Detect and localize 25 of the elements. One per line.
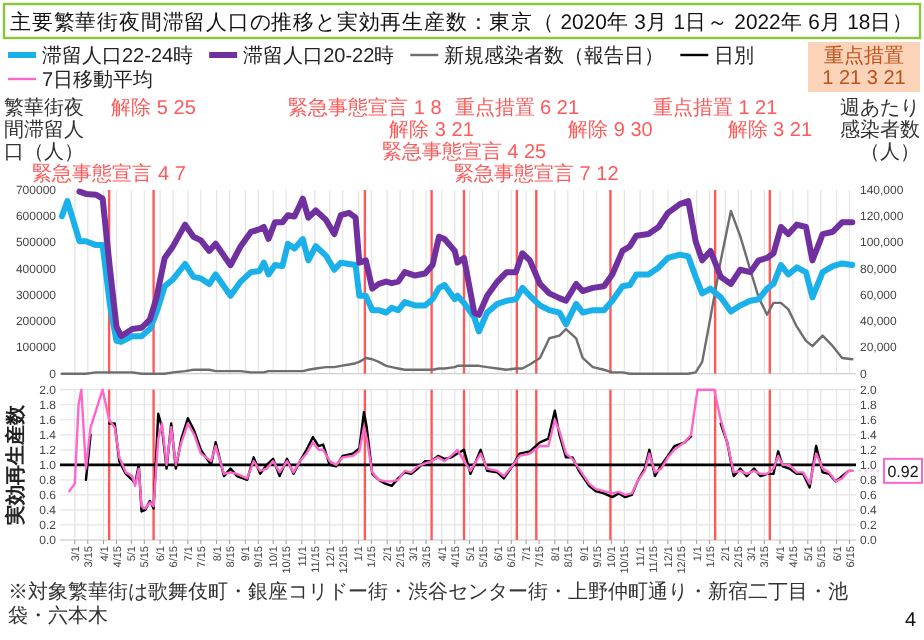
legend-label: 滞留人口22-24時 [42, 44, 194, 68]
ref-line-label: 緊急事態宣言 4 7 [32, 162, 187, 186]
y-axis-title: 繁華街夜間滞留人口（人） [4, 96, 84, 164]
ref-line-label: 緊急事態宣言 1 8 [288, 96, 443, 120]
legend-日別: 日別 [680, 46, 755, 68]
legend-label: 滞留人口20-22時 [243, 44, 395, 68]
legend-label: 日別 [714, 46, 755, 68]
ref-line-label: 解除 3 21 [389, 118, 475, 142]
ref-line-label: 重点措置 6 21 [454, 96, 580, 120]
ref-line-label: 緊急事態宣言 4 25 [381, 140, 548, 164]
text: 4 [904, 610, 917, 632]
y2-axis-title: 週あたり感染者数（人） [840, 98, 920, 164]
legend-label: 7日移動平均 [42, 68, 154, 92]
annotation: 0.92 [887, 462, 920, 481]
ref-line-label: 緊急事態宣言 7 12 [454, 162, 620, 186]
legend-label: 新規感染者数（報告日） [444, 44, 665, 68]
legend-新規感染者数（報告日）: 新規感染者数（報告日） [410, 46, 665, 68]
ref-line-label: 解除 9 30 [568, 118, 654, 142]
chart-title: 主要繁華街夜間滞留人口の推移と実効再生産数：東京（ 2020年 3月 1日～ 2022年 6月 18日） [10, 9, 923, 35]
ref-line-label: 重点措置 1 21 [652, 96, 779, 120]
y-axis-title: 実効再生産数 [4, 402, 28, 527]
text: ※対象繁華街は歌舞伎町・銀座コリドー街・渋谷センター街・上野仲町通り・新宿二丁目・池袋・六本木 [8, 580, 848, 628]
ref-line-label: 解除 3 21 [727, 118, 813, 142]
text: 重点措置 1 21 3 21 [822, 44, 907, 90]
ref-line-label: 解除 5 25 [111, 96, 197, 120]
